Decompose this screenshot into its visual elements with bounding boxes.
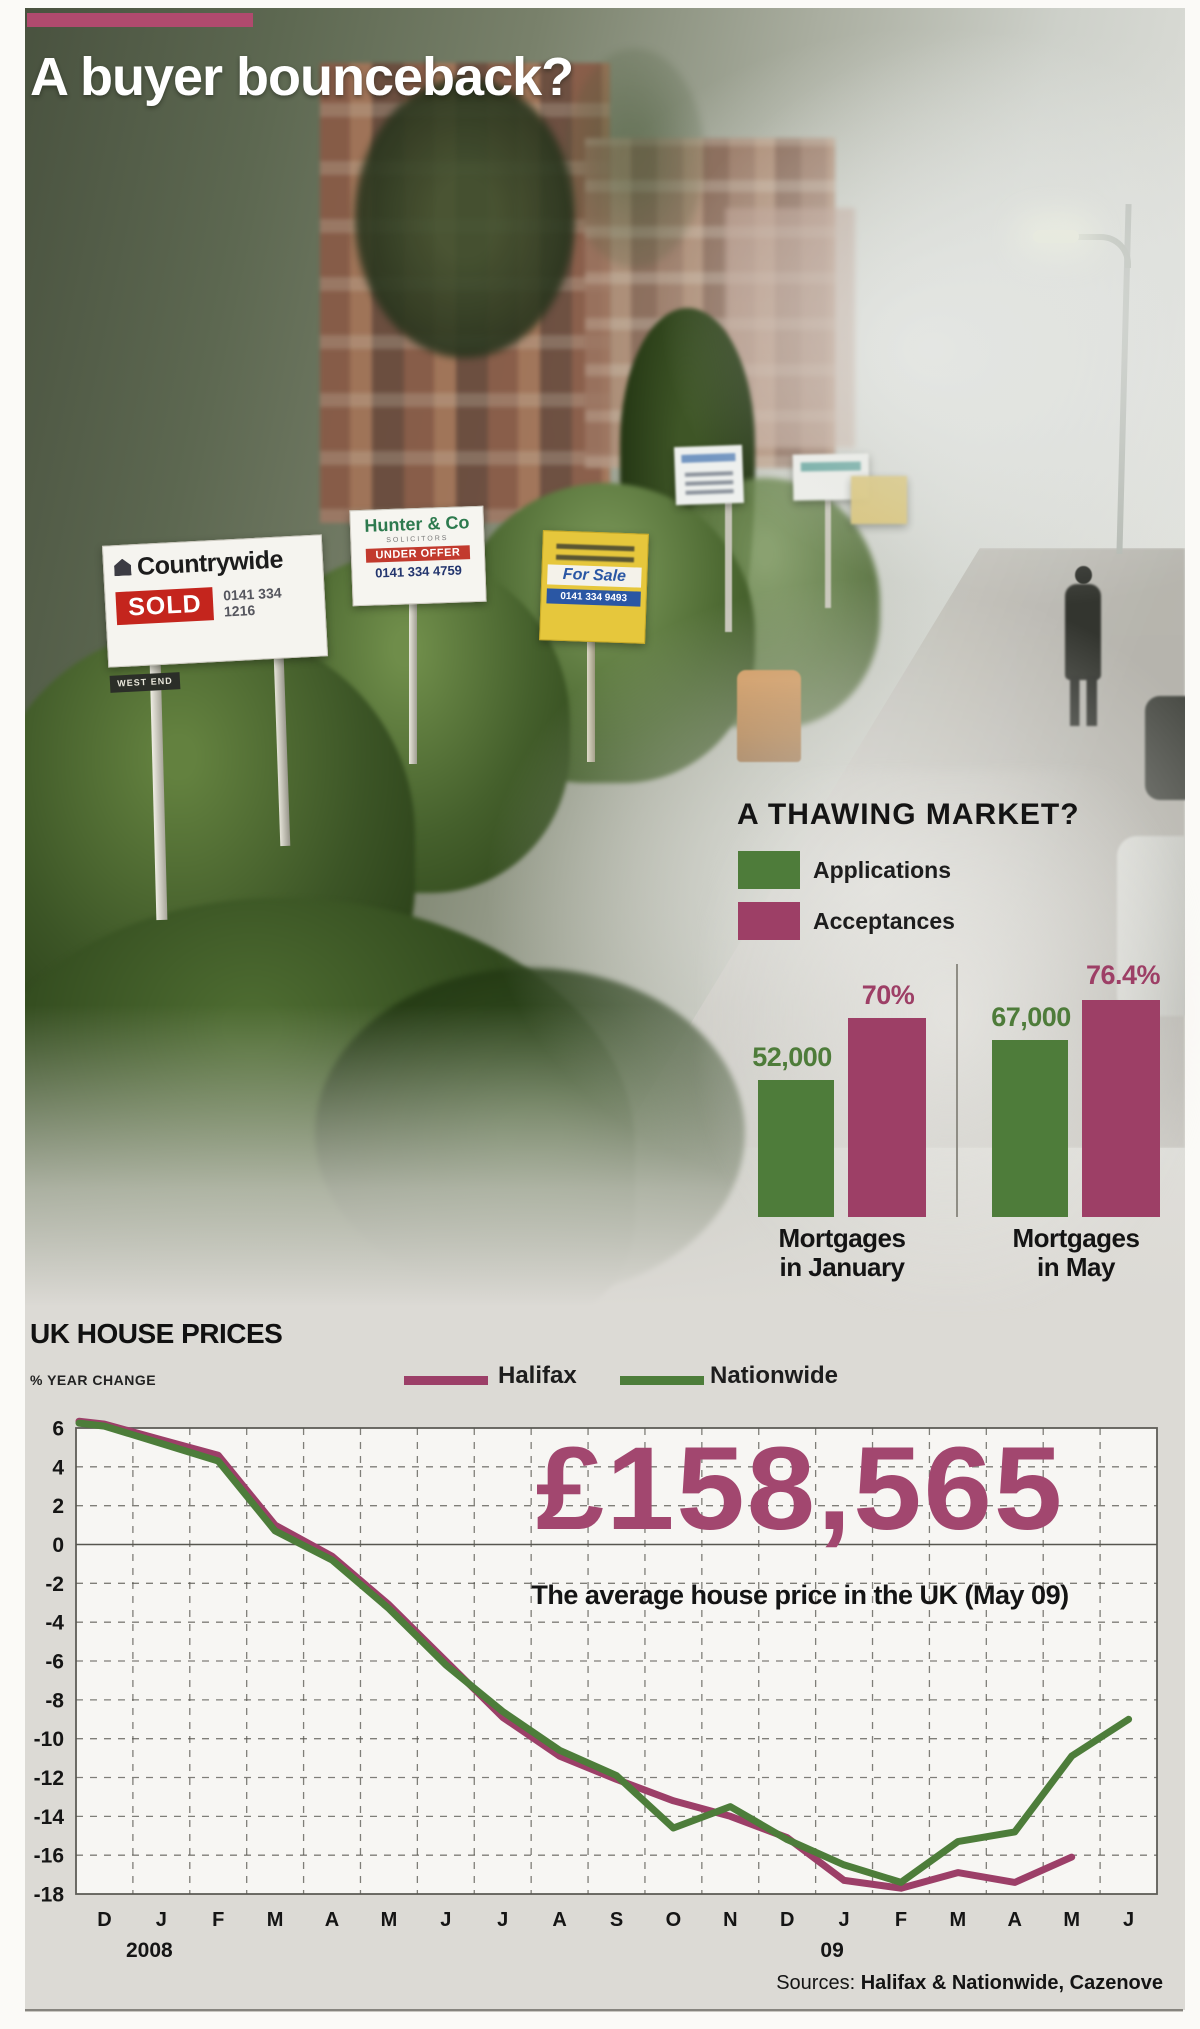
svg-text:-10: -10 — [34, 1728, 64, 1751]
svg-text:-4: -4 — [45, 1612, 64, 1635]
svg-text:-8: -8 — [45, 1689, 64, 1712]
svg-text:-16: -16 — [34, 1845, 64, 1868]
svg-text:M: M — [381, 1909, 398, 1931]
value-applications-may: 67,000 — [991, 1002, 1071, 1032]
average-price-callout: £158,565 — [535, 1423, 1065, 1555]
svg-text:J: J — [156, 1909, 167, 1931]
svg-text:-2: -2 — [45, 1573, 64, 1596]
house-price-line-chart: 6 4 2 0 -2 -4 -6 -8 -10 -12 -14 -16 -18 D J F M A M J J A S O N D… — [34, 1418, 1158, 1962]
halifax-legend-label: Halifax — [498, 1362, 577, 1389]
svg-text:2: 2 — [52, 1495, 64, 1518]
page-title: A buyer bounceback? — [30, 47, 574, 107]
average-price-caption: The average house price in the UK (May 0… — [531, 1580, 1069, 1610]
bottom-rule — [25, 2009, 1183, 2012]
svg-text:2008: 2008 — [126, 1939, 173, 1962]
bar-group-divider — [956, 964, 958, 1217]
svg-text:4: 4 — [52, 1456, 64, 1479]
svg-text:D: D — [780, 1909, 794, 1931]
group-label-may: Mortgages in May — [1012, 1223, 1140, 1282]
masthead-bar — [27, 13, 253, 27]
svg-text:J: J — [497, 1909, 508, 1931]
acceptances-legend-swatch — [738, 902, 800, 940]
svg-text:A: A — [552, 1909, 566, 1931]
svg-text:-18: -18 — [34, 1884, 65, 1907]
applications-legend-label: Applications — [813, 857, 952, 883]
svg-text:-12: -12 — [34, 1767, 64, 1790]
svg-text:-6: -6 — [45, 1651, 64, 1674]
value-acceptances-january: 70% — [861, 980, 915, 1010]
applications-legend-swatch — [738, 851, 800, 889]
svg-text:M: M — [1063, 1909, 1080, 1931]
svg-text:A: A — [325, 1909, 339, 1931]
svg-text:J: J — [1123, 1909, 1134, 1931]
sources-note: Sources: Halifax & Nationwide, Cazenove — [776, 1972, 1163, 1994]
y-axis-caption: % YEAR CHANGE — [30, 1372, 157, 1388]
nationwide-legend-label: Nationwide — [710, 1362, 839, 1389]
svg-text:A: A — [1008, 1909, 1022, 1931]
svg-text:M: M — [950, 1909, 967, 1931]
svg-text:09: 09 — [820, 1939, 843, 1962]
house-prices-title: UK HOUSE PRICES — [30, 1318, 283, 1349]
group-label-january: Mortgages in January — [778, 1223, 906, 1282]
svg-text:O: O — [666, 1909, 682, 1931]
value-acceptances-may: 76.4% — [1085, 960, 1161, 990]
svg-text:F: F — [212, 1909, 224, 1931]
svg-text:D: D — [97, 1909, 111, 1931]
svg-text:S: S — [610, 1909, 623, 1931]
acceptances-legend-label: Acceptances — [813, 908, 955, 934]
nationwide-legend-swatch — [620, 1376, 704, 1385]
halifax-legend-swatch — [404, 1376, 488, 1385]
value-applications-january: 52,000 — [752, 1042, 832, 1072]
svg-text:F: F — [895, 1909, 907, 1931]
svg-text:6: 6 — [52, 1418, 64, 1441]
svg-text:0: 0 — [52, 1534, 64, 1557]
svg-text:-14: -14 — [34, 1806, 65, 1829]
thawing-market-title: A THAWING MARKET? — [737, 798, 1080, 831]
svg-text:J: J — [839, 1909, 850, 1931]
svg-text:M: M — [267, 1909, 284, 1931]
svg-text:J: J — [440, 1909, 451, 1931]
svg-text:N: N — [723, 1909, 737, 1931]
